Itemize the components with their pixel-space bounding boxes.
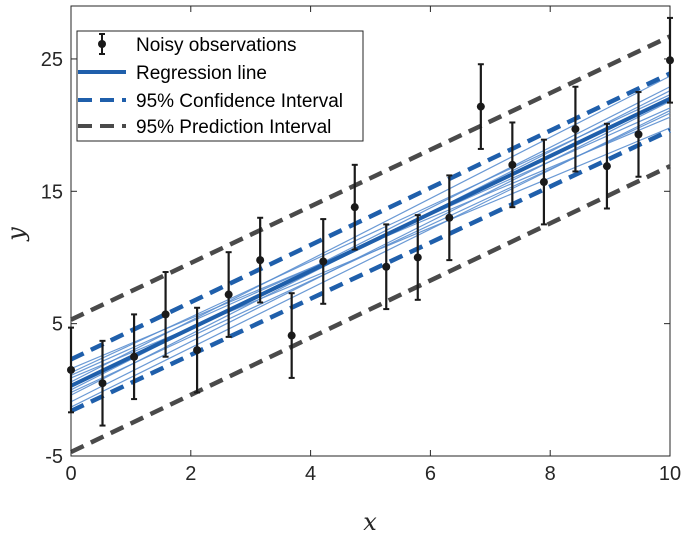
observation-5 (224, 251, 233, 338)
observation-14 (508, 121, 517, 209)
legend-label-observations: Noisy observations (136, 35, 297, 56)
observation-point (98, 379, 107, 388)
observation-17 (602, 122, 611, 210)
bootstrap-lines (70, 75, 671, 408)
bootstrap-line-9 (70, 110, 671, 408)
observation-0 (67, 326, 75, 414)
observation-point (602, 162, 611, 171)
observation-8 (319, 218, 328, 305)
legend-box (76, 30, 364, 142)
observation-point (666, 56, 674, 65)
y-axis-label: y (2, 227, 30, 242)
observation-2 (130, 313, 139, 401)
observation-point (571, 125, 580, 134)
bootstrap-line-8 (70, 94, 671, 374)
observation-1 (98, 339, 107, 427)
observation-11 (413, 214, 422, 301)
legend-label-confidence: 95% Confidence Interval (136, 91, 343, 112)
observation-18 (634, 91, 643, 178)
observation-7 (287, 292, 296, 379)
observation-point (445, 213, 454, 222)
observation-point (256, 256, 265, 265)
observation-point (287, 331, 296, 340)
observation-4 (193, 306, 202, 394)
observation-point (193, 346, 202, 355)
x-tick-label: 2 (185, 463, 196, 485)
observation-15 (539, 138, 548, 226)
observation-point (382, 262, 391, 271)
x-tick-label: 4 (305, 463, 316, 485)
legend-marker-observations-dot (98, 40, 106, 48)
observation-3 (161, 271, 170, 358)
x-tick-label: 10 (659, 463, 681, 485)
observation-point (476, 102, 485, 111)
observation-6 (256, 216, 265, 304)
observation-point (161, 310, 170, 319)
x-tick-label: 0 (65, 463, 76, 485)
observation-point (413, 253, 422, 262)
observation-points (67, 16, 674, 427)
observation-point (634, 130, 643, 139)
observation-9 (350, 163, 359, 251)
observation-point (350, 203, 359, 212)
observation-point (508, 160, 517, 169)
confidence-lower (70, 128, 671, 414)
observation-19 (666, 16, 674, 104)
observation-16 (571, 85, 580, 173)
bootstrap-line-4 (70, 100, 671, 403)
legend: Noisy observations Regression line 95% C… (76, 30, 364, 142)
x-tick-label: 8 (545, 463, 556, 485)
confidence-upper (70, 71, 671, 362)
prediction-upper (70, 34, 671, 322)
y-tick-label: 25 (41, 49, 63, 71)
legend-label-prediction: 95% Prediction Interval (136, 117, 331, 138)
y-tick-label: 15 (41, 181, 63, 203)
observation-13 (476, 63, 485, 150)
observation-12 (445, 174, 454, 262)
x-tick-label: 6 (425, 463, 436, 485)
observation-point (67, 365, 75, 374)
axes: 0 2 4 6 8 10 -5 5 15 25 (41, 6, 681, 485)
regression-line (70, 96, 671, 388)
interval-lines (70, 34, 671, 455)
observation-10 (382, 223, 391, 311)
observation-point (224, 290, 233, 299)
observation-point (319, 257, 328, 266)
y-tick-label: -5 (45, 446, 63, 468)
observation-point (130, 352, 139, 361)
y-tick-label: 5 (52, 314, 63, 336)
x-axis-label: x (363, 508, 377, 536)
prediction-lower (70, 164, 671, 455)
observation-point (539, 178, 548, 187)
legend-label-regression: Regression line (136, 63, 267, 84)
